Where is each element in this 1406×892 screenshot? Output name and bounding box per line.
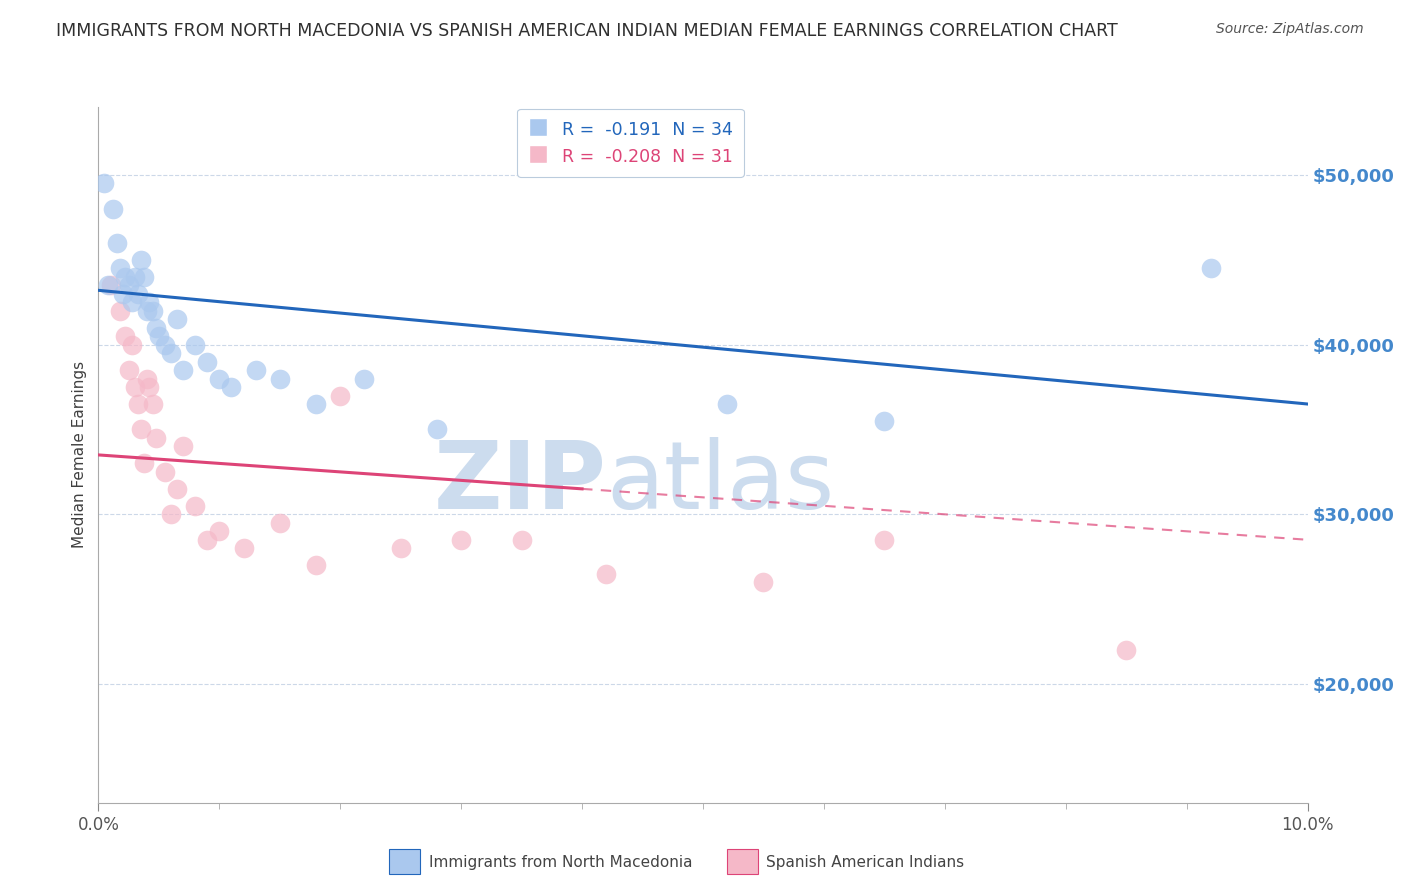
Point <box>101 202 124 216</box>
Point <box>124 380 146 394</box>
Point <box>305 558 328 573</box>
Point <box>108 303 131 318</box>
Point <box>129 252 152 267</box>
Point <box>184 499 207 513</box>
Point <box>114 269 136 284</box>
Point <box>153 465 176 479</box>
Point <box>160 508 183 522</box>
Point <box>160 346 183 360</box>
Point <box>100 278 122 293</box>
Point <box>114 329 136 343</box>
Point <box>166 312 188 326</box>
Point <box>221 380 243 394</box>
Point <box>121 295 143 310</box>
Point <box>166 482 188 496</box>
Point <box>134 269 156 284</box>
Point <box>195 533 218 547</box>
Point <box>873 533 896 547</box>
Point <box>153 337 176 351</box>
Point <box>145 320 167 334</box>
Text: ZIP: ZIP <box>433 437 606 529</box>
Point <box>426 422 449 436</box>
Point <box>353 371 375 385</box>
Point <box>105 235 128 250</box>
Point <box>121 337 143 351</box>
Point <box>148 329 170 343</box>
Legend: R =  -0.191  N = 34, R =  -0.208  N = 31: R = -0.191 N = 34, R = -0.208 N = 31 <box>517 109 744 177</box>
Point <box>232 541 254 556</box>
Text: IMMIGRANTS FROM NORTH MACEDONIA VS SPANISH AMERICAN INDIAN MEDIAN FEMALE EARNING: IMMIGRANTS FROM NORTH MACEDONIA VS SPANI… <box>56 22 1118 40</box>
Point <box>118 278 141 293</box>
Point <box>329 388 352 402</box>
Point <box>595 566 617 581</box>
Point <box>124 269 146 284</box>
Point <box>245 363 267 377</box>
Point <box>93 177 115 191</box>
Point <box>752 575 775 590</box>
Point <box>142 303 165 318</box>
Point <box>450 533 472 547</box>
Point <box>1199 261 1222 276</box>
Point <box>134 457 156 471</box>
Point <box>208 371 231 385</box>
Point <box>108 261 131 276</box>
Point <box>195 354 218 368</box>
Text: atlas: atlas <box>606 437 835 529</box>
Text: Immigrants from North Macedonia: Immigrants from North Macedonia <box>429 855 692 870</box>
Point <box>305 397 328 411</box>
Text: Spanish American Indians: Spanish American Indians <box>766 855 965 870</box>
Point <box>1115 643 1137 657</box>
Point <box>873 414 896 428</box>
Point <box>269 371 291 385</box>
Point <box>208 524 231 539</box>
Point <box>127 397 149 411</box>
Point <box>145 431 167 445</box>
Point <box>142 397 165 411</box>
Point <box>172 363 194 377</box>
Point <box>111 286 134 301</box>
Y-axis label: Median Female Earnings: Median Female Earnings <box>72 361 87 549</box>
Point <box>389 541 412 556</box>
Point <box>97 278 120 293</box>
Text: Source: ZipAtlas.com: Source: ZipAtlas.com <box>1216 22 1364 37</box>
Point <box>269 516 291 530</box>
Point <box>129 422 152 436</box>
Point <box>127 286 149 301</box>
Point <box>172 439 194 453</box>
Point <box>510 533 533 547</box>
Point <box>135 303 157 318</box>
Point <box>184 337 207 351</box>
Point <box>716 397 738 411</box>
Point <box>118 363 141 377</box>
Point <box>138 295 160 310</box>
Point <box>138 380 160 394</box>
Point <box>135 371 157 385</box>
